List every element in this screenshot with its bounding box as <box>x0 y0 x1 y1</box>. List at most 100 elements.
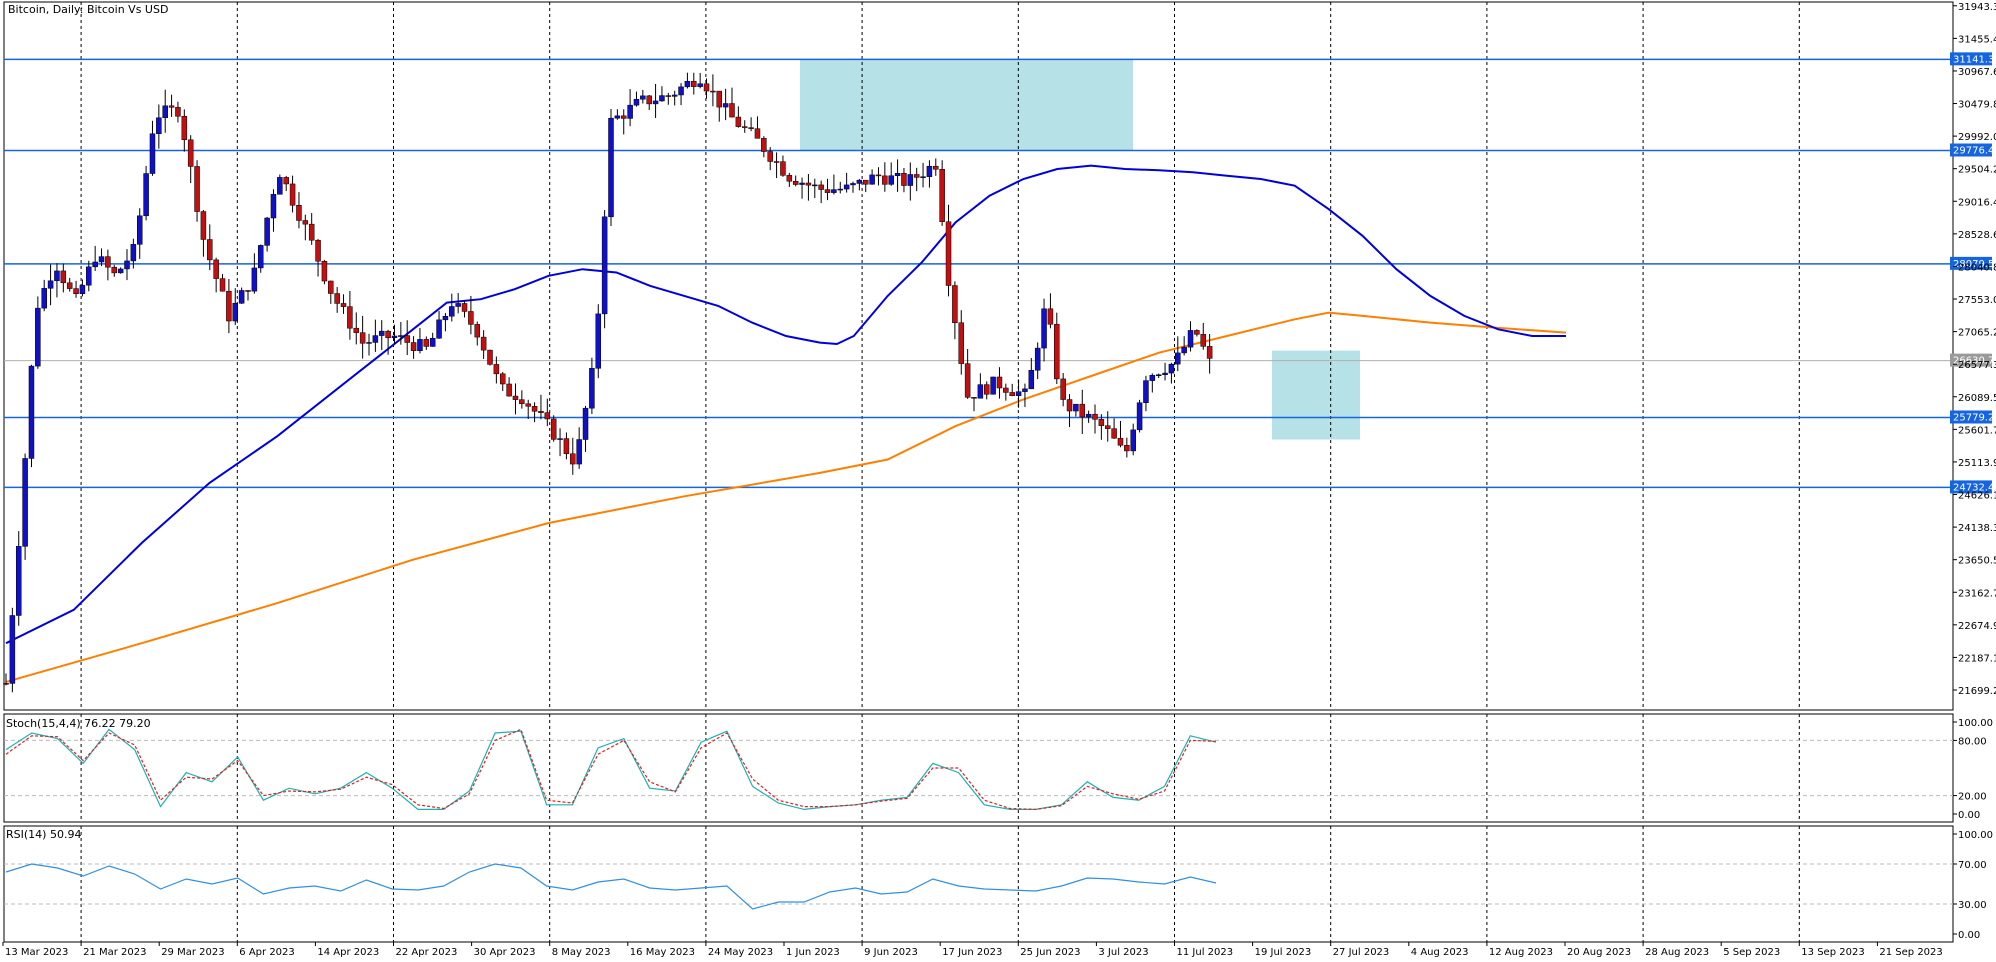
candle-body <box>1047 308 1054 325</box>
date-label: 5 Sep 2023 <box>1723 947 1780 958</box>
candle-body <box>684 80 691 88</box>
candle <box>952 281 958 340</box>
candle <box>1136 399 1143 433</box>
candle-body <box>1003 387 1009 393</box>
level-tag <box>1950 410 1992 424</box>
candle <box>340 294 347 314</box>
candle-body <box>627 104 633 119</box>
date-label: 1 Jun 2023 <box>786 947 840 958</box>
candle-body <box>213 259 219 279</box>
candle <box>442 313 449 332</box>
candle <box>958 310 965 375</box>
candle <box>385 329 391 355</box>
date-label: 24 May 2023 <box>708 947 773 958</box>
candle-body <box>812 184 818 187</box>
candle-body <box>28 365 35 459</box>
price-tick-label: 28040.82 <box>1958 262 1996 273</box>
rsi-line <box>5 863 1217 910</box>
candle <box>805 174 812 201</box>
candle <box>1181 336 1187 356</box>
candle-body <box>856 179 863 184</box>
candle-body <box>480 336 487 351</box>
date-label: 21 Mar 2023 <box>83 947 146 958</box>
candle-body <box>741 126 748 128</box>
candle-body <box>1155 374 1162 376</box>
candle-body <box>1098 419 1105 426</box>
candle <box>105 249 111 281</box>
level-tag <box>1950 143 1992 157</box>
date-label: 29 Mar 2023 <box>161 947 224 958</box>
candle-body <box>570 453 576 465</box>
candle <box>996 367 1003 399</box>
candle-body <box>181 115 188 141</box>
candle-body <box>340 303 347 307</box>
candle-body <box>1015 391 1022 396</box>
candle-body <box>901 173 907 186</box>
price-axis-layer: 31943.35 31455.49 30967.68 30479.87 29992.06… <box>1953 2 1996 697</box>
candle <box>22 453 28 560</box>
price-tick-label: 29016.44 <box>1958 197 1996 208</box>
candle <box>277 174 283 195</box>
level-tag <box>1950 256 1992 270</box>
candle <box>1194 329 1200 337</box>
candle-body <box>442 315 449 321</box>
candle <box>423 336 430 350</box>
candle <box>398 321 404 345</box>
candle-body <box>35 307 41 367</box>
candle-body <box>850 183 856 186</box>
candle <box>538 394 544 420</box>
candle <box>79 279 86 297</box>
candle <box>296 192 302 229</box>
candle-body <box>41 288 47 309</box>
candle-body <box>79 284 86 295</box>
candle <box>703 78 710 99</box>
candle <box>321 260 328 285</box>
candle <box>136 208 143 259</box>
candle <box>149 120 156 176</box>
candle <box>391 324 398 345</box>
candle-body <box>493 364 500 375</box>
rsi-label: RSI(14) 50.94 <box>6 828 81 841</box>
candle-body <box>920 176 926 178</box>
date-label: 27 Jul 2023 <box>1333 947 1390 958</box>
candle-body <box>939 169 945 223</box>
candle-body <box>156 117 162 134</box>
candle-body <box>557 438 563 440</box>
candle <box>691 72 697 95</box>
candle <box>175 101 181 123</box>
current-price-label: 26630.75 <box>1953 356 1996 367</box>
candle-body <box>219 278 226 292</box>
date-label: 12 Aug 2023 <box>1489 947 1553 958</box>
price-tick-label: 22674.91 <box>1958 621 1996 632</box>
stochastic-layer: 100.00 80.00 20.00 0.00 <box>4 718 1993 821</box>
highlight-zone <box>1272 350 1360 440</box>
candle-body <box>818 184 824 190</box>
date-label: 20 Aug 2023 <box>1567 947 1631 958</box>
candle <box>945 204 952 297</box>
date-label: 11 Jul 2023 <box>1177 947 1234 958</box>
candle-body <box>519 399 525 405</box>
candle-body <box>601 216 608 315</box>
candle-body <box>92 261 98 268</box>
candle <box>86 260 92 292</box>
candle <box>799 177 805 199</box>
candle-body <box>1168 363 1175 374</box>
price-tick-label: 22187.10 <box>1958 653 1996 664</box>
candle <box>684 72 691 89</box>
candle-body <box>990 376 996 395</box>
candle <box>194 160 200 222</box>
candle-body <box>117 268 124 274</box>
candle <box>455 293 461 314</box>
candle-body <box>238 290 245 304</box>
candle-body <box>538 411 544 413</box>
candle <box>302 214 309 241</box>
candle <box>939 160 945 226</box>
candle-body <box>474 324 481 338</box>
candle-body <box>1066 399 1073 412</box>
candle <box>907 162 914 201</box>
candle-body <box>805 182 812 186</box>
candle <box>786 172 793 187</box>
candle <box>1104 411 1111 442</box>
candle-body <box>926 165 933 177</box>
date-label: 9 Jun 2023 <box>864 947 918 958</box>
